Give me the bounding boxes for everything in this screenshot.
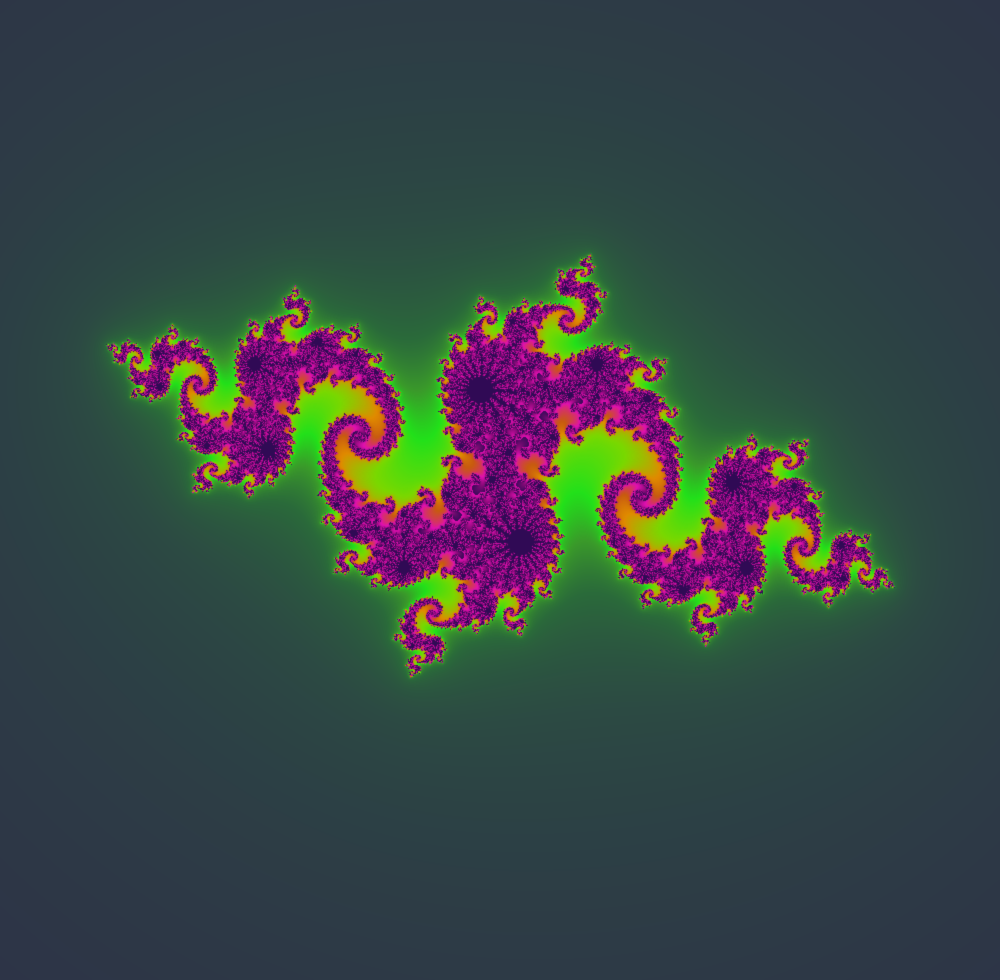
julia-set-render [0,0,1000,980]
fractal-image [0,0,1000,980]
